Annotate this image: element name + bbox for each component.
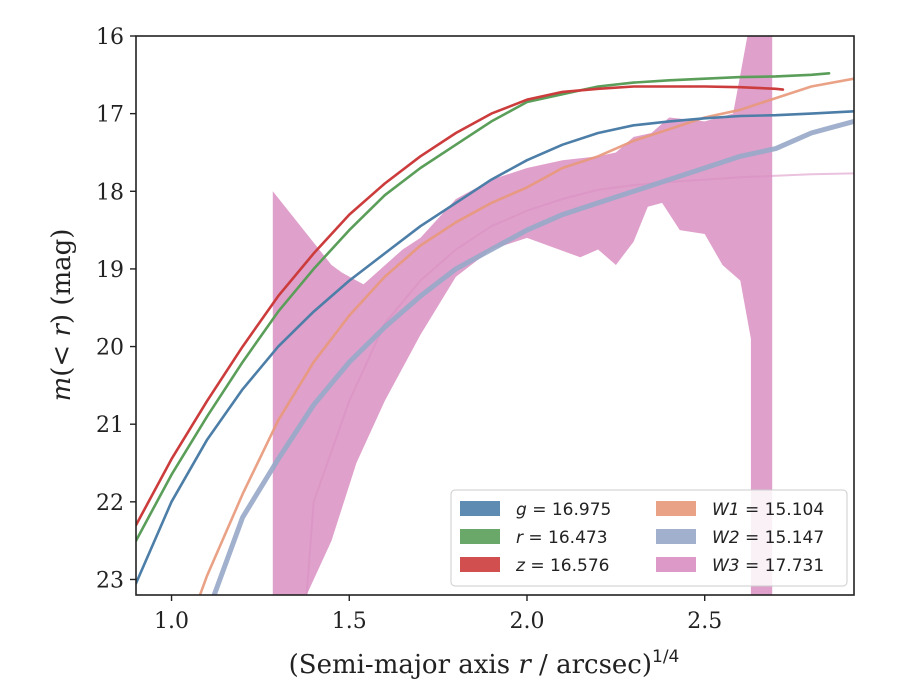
series-g-line	[136, 110, 854, 585]
legend-box	[450, 489, 848, 587]
plot-frame	[135, 35, 855, 596]
legend-label-z: z = 16.576	[515, 556, 609, 576]
legend-label-w1: W1 = 15.104	[712, 500, 824, 520]
y-tick-label: 22	[96, 491, 124, 516]
series-r-line	[136, 72, 831, 542]
y-axis-title: m(< r) (mag)	[47, 229, 77, 402]
legend-swatch-r	[460, 529, 500, 544]
series-w3-band	[272, 36, 773, 595]
legend-label-w2: W2 = 15.147	[712, 528, 824, 548]
y-tick-label: 16	[96, 25, 124, 50]
y-tick-label: 20	[96, 336, 124, 361]
x-tick-label: 2.0	[509, 609, 544, 634]
y-tick-label: 21	[96, 413, 124, 438]
legend-swatch-g	[460, 501, 500, 516]
legend: g = 16.975 r = 16.473 z = 16.576 W1 = 15.10…	[450, 489, 848, 587]
y-tick-label: 17	[96, 103, 124, 128]
legend-label-r: r = 16.473	[516, 528, 608, 548]
y-tick-label: 18	[96, 180, 124, 205]
y-tick-label: 19	[96, 258, 124, 283]
legend-swatch-w2	[656, 529, 696, 544]
legend-swatch-w3	[656, 557, 696, 572]
x-tick-label: 1.0	[154, 609, 189, 634]
series-w3-line	[305, 172, 854, 595]
legend-swatch-w1	[656, 501, 696, 516]
y-tick-label: 23	[96, 568, 124, 593]
x-axis-title: (Semi-major axis r / arcsec)1/4	[289, 647, 680, 680]
x-tick-label: 1.5	[332, 609, 367, 634]
x-tick-label: 2.5	[687, 609, 722, 634]
legend-label-g: g = 16.975	[516, 500, 611, 520]
legend-label-w3: W3 = 17.731	[712, 556, 824, 576]
legend-swatch-z	[460, 557, 500, 572]
series-layer	[136, 36, 854, 595]
series-w2-line	[211, 118, 854, 595]
series-z-line	[136, 85, 785, 527]
ticks-layer: 1.0 1.5 2.0 2.5 16 17 18 19 20 21 22 23	[96, 25, 722, 634]
series-w1-line	[198, 77, 854, 595]
